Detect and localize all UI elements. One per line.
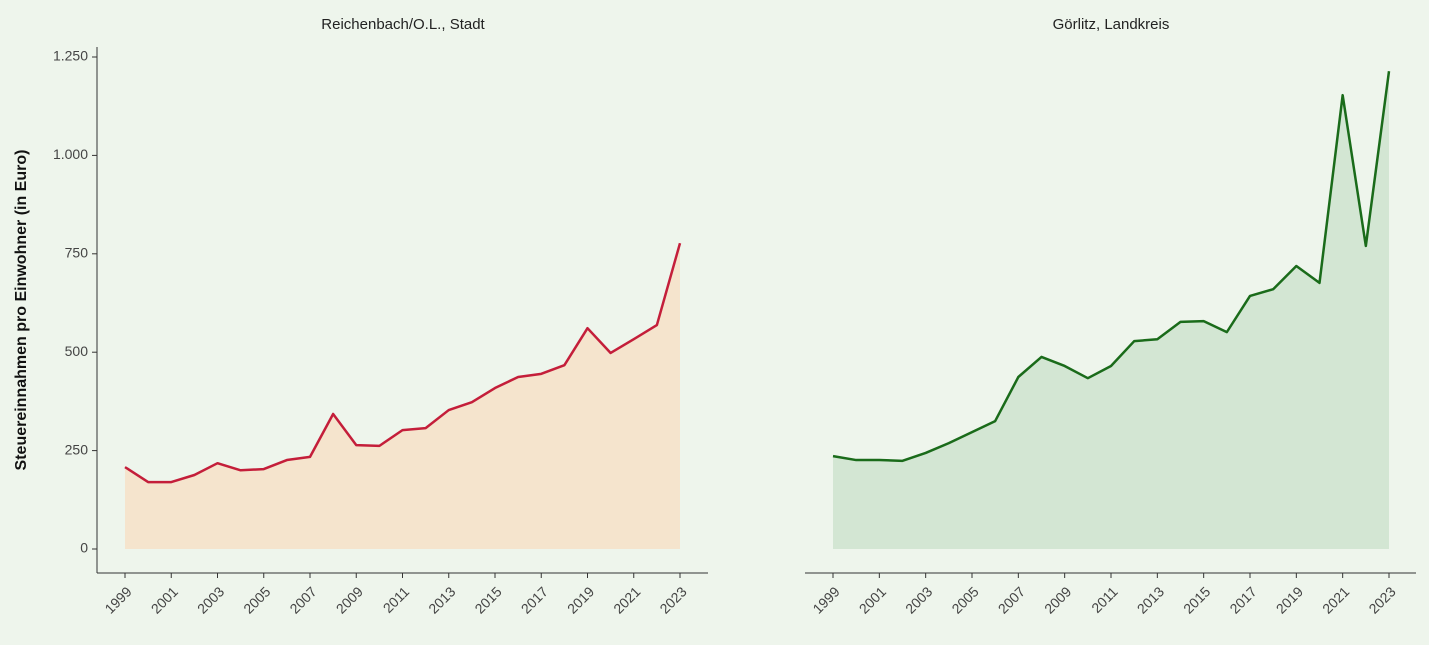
y-axis-label: Steuereinnahmen pro Einwohner (in Euro)	[13, 150, 30, 471]
y-tick-label: 0	[80, 540, 88, 556]
y-tick-label: 500	[65, 343, 89, 359]
area	[125, 243, 680, 550]
line	[832, 71, 1391, 463]
y-tick-label: 1.000	[53, 146, 88, 162]
y-tick-label: 250	[65, 441, 89, 457]
y-tick-label: 1.250	[53, 48, 88, 64]
chart-title: Görlitz, Landkreis	[1053, 16, 1170, 33]
y-tick-label: 750	[65, 245, 89, 261]
area	[833, 71, 1389, 549]
chart-title: Reichenbach/O.L., Stadt	[321, 16, 485, 33]
line	[124, 242, 682, 484]
